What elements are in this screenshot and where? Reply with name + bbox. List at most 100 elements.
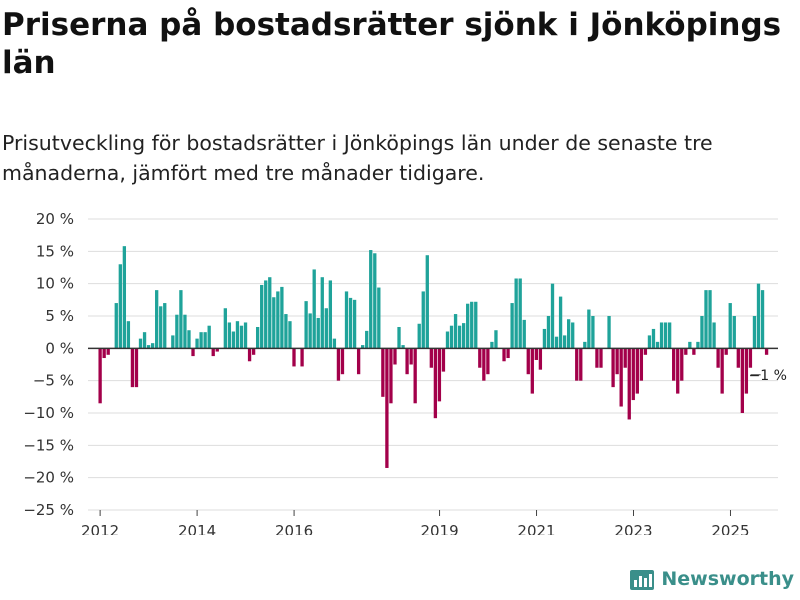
bar — [680, 348, 684, 381]
bar — [421, 291, 425, 349]
bar — [352, 299, 357, 349]
bar — [114, 303, 118, 349]
bar — [102, 348, 106, 359]
x-axis: 2012 2014 2016 2019 2021 2023 2025 — [81, 510, 750, 535]
x-tick-label: 2025 — [711, 522, 749, 535]
bar — [615, 348, 619, 375]
y-tick-label: 10 % — [36, 275, 74, 293]
bar — [655, 341, 660, 349]
bar — [684, 348, 688, 355]
bar — [268, 277, 272, 349]
x-tick-label: 2014 — [178, 522, 216, 535]
bar — [486, 348, 490, 375]
bar — [494, 330, 498, 349]
bar — [175, 314, 179, 349]
bar — [231, 331, 236, 349]
bar — [744, 348, 749, 394]
bar — [348, 297, 353, 349]
bar — [554, 336, 559, 349]
bar — [704, 290, 708, 349]
bar — [401, 345, 405, 349]
bar — [425, 255, 429, 349]
bar — [631, 348, 635, 401]
bar — [510, 303, 514, 349]
y-tick-label: −5 % — [33, 372, 74, 390]
bar — [441, 348, 446, 372]
bar — [215, 348, 219, 352]
y-tick-label: 0 % — [45, 339, 74, 357]
bar — [126, 321, 131, 349]
bar — [688, 341, 692, 349]
bar — [579, 348, 583, 381]
bar — [417, 323, 421, 349]
bar — [280, 286, 284, 349]
bar — [316, 317, 320, 349]
bar — [255, 326, 260, 349]
bar — [595, 348, 599, 368]
bar — [611, 348, 615, 388]
bar — [171, 335, 175, 349]
bar — [251, 348, 256, 355]
bar — [558, 296, 563, 349]
bar — [199, 332, 203, 349]
x-tick-label: 2019 — [420, 522, 458, 535]
bar — [179, 290, 183, 349]
bar — [122, 246, 127, 349]
bar — [308, 313, 312, 349]
brand-name: Newsworthy — [661, 568, 794, 590]
bar — [482, 348, 486, 381]
bar — [187, 330, 191, 349]
bar — [118, 264, 122, 349]
x-tick-label: 2016 — [275, 522, 313, 535]
bar — [433, 348, 438, 419]
bar — [635, 348, 639, 394]
bar — [284, 314, 288, 349]
bar — [365, 330, 369, 349]
y-tick-label: 15 % — [36, 242, 74, 260]
bar — [587, 309, 591, 349]
bar — [361, 345, 365, 349]
bar — [728, 303, 732, 349]
bar — [732, 316, 736, 349]
bar — [623, 348, 627, 368]
bar — [155, 290, 159, 349]
bar — [639, 348, 644, 381]
bar — [449, 325, 454, 349]
bar — [264, 280, 268, 349]
bar — [534, 348, 539, 360]
bar — [324, 308, 328, 349]
bar — [502, 348, 506, 362]
bar — [692, 348, 696, 355]
bar — [627, 348, 631, 420]
bar — [542, 328, 547, 349]
bar — [239, 325, 244, 349]
bar — [550, 283, 555, 349]
bar — [211, 348, 215, 357]
bar — [405, 348, 409, 375]
bar — [708, 290, 712, 349]
bar — [320, 277, 324, 349]
bar — [429, 348, 433, 368]
bar — [385, 348, 389, 468]
x-tick-label: 2021 — [517, 522, 555, 535]
bar — [514, 278, 518, 349]
bar — [134, 348, 139, 388]
bar — [591, 316, 595, 349]
bar — [413, 348, 417, 404]
bar — [389, 348, 393, 404]
bar — [223, 308, 227, 349]
bar — [619, 348, 623, 407]
bar — [328, 280, 333, 349]
bar — [643, 348, 648, 355]
bar — [409, 348, 413, 365]
y-tick-label: −20 % — [23, 469, 74, 487]
bar — [470, 301, 474, 349]
bar — [667, 322, 672, 349]
bar — [163, 303, 167, 349]
bar — [748, 348, 753, 368]
bar — [490, 341, 494, 349]
bar — [607, 316, 611, 349]
newsworthy-brand: Newsworthy — [629, 566, 794, 592]
bar — [369, 250, 373, 349]
bar — [736, 348, 740, 368]
